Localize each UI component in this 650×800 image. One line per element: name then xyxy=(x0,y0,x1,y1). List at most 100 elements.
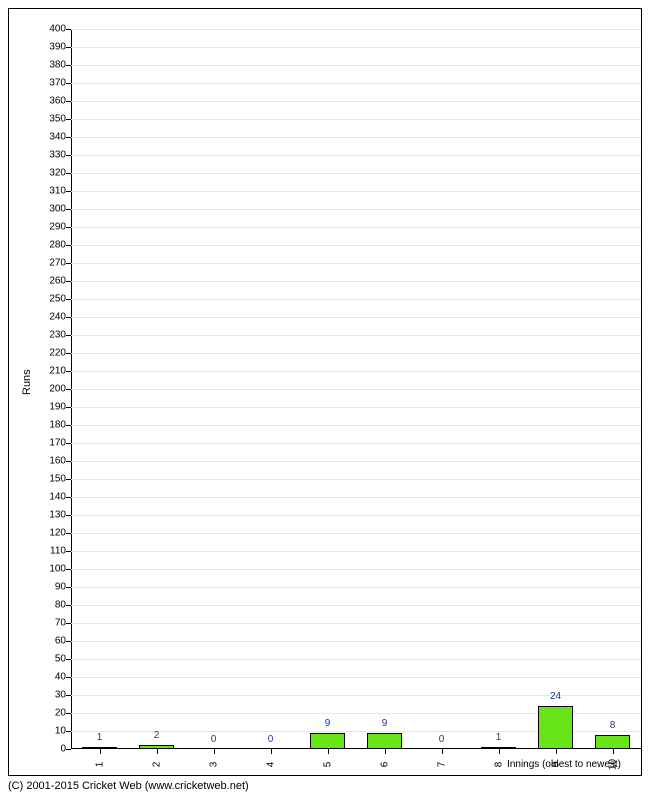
y-tick-label: 290 xyxy=(36,222,66,233)
y-tick-label: 60 xyxy=(36,636,66,647)
bar-value-label: 1 xyxy=(496,732,502,743)
x-tick xyxy=(271,749,272,754)
y-tick-label: 70 xyxy=(36,618,66,629)
y-tick-label: 190 xyxy=(36,402,66,413)
y-tick-label: 260 xyxy=(36,276,66,287)
chart-border: 1122030495960718249810 Runs Innings (old… xyxy=(8,8,642,776)
gridline xyxy=(71,191,641,192)
gridline xyxy=(71,119,641,120)
y-tick xyxy=(66,371,71,372)
bar xyxy=(367,733,401,749)
y-tick xyxy=(66,425,71,426)
gridline xyxy=(71,533,641,534)
gridline xyxy=(71,515,641,516)
gridline xyxy=(71,389,641,390)
x-tick xyxy=(442,749,443,754)
gridline xyxy=(71,335,641,336)
gridline xyxy=(71,47,641,48)
y-tick xyxy=(66,155,71,156)
y-tick xyxy=(66,479,71,480)
y-tick-label: 160 xyxy=(36,456,66,467)
y-tick-label: 250 xyxy=(36,294,66,305)
y-tick-label: 110 xyxy=(36,546,66,557)
y-tick xyxy=(66,47,71,48)
y-tick xyxy=(66,461,71,462)
y-tick xyxy=(66,677,71,678)
x-tick xyxy=(385,749,386,754)
x-tick-label: 7 xyxy=(436,762,447,768)
y-tick xyxy=(66,407,71,408)
x-tick-label: 1 xyxy=(94,762,105,768)
x-tick-label: 5 xyxy=(322,762,333,768)
gridline xyxy=(71,83,641,84)
gridline xyxy=(71,497,641,498)
gridline xyxy=(71,65,641,66)
gridline xyxy=(71,623,641,624)
y-tick-label: 150 xyxy=(36,474,66,485)
y-tick xyxy=(66,83,71,84)
y-tick xyxy=(66,713,71,714)
bar-value-label: 8 xyxy=(610,720,616,731)
y-tick-label: 200 xyxy=(36,384,66,395)
y-tick-label: 20 xyxy=(36,708,66,719)
gridline xyxy=(71,461,641,462)
bar-value-label: 9 xyxy=(382,718,388,729)
y-tick-label: 180 xyxy=(36,420,66,431)
y-tick xyxy=(66,623,71,624)
y-tick-label: 130 xyxy=(36,510,66,521)
gridline xyxy=(71,443,641,444)
gridline xyxy=(71,659,641,660)
gridline xyxy=(71,407,641,408)
x-tick xyxy=(157,749,158,754)
y-tick xyxy=(66,65,71,66)
y-tick-label: 330 xyxy=(36,150,66,161)
x-tick xyxy=(499,749,500,754)
y-tick-label: 80 xyxy=(36,600,66,611)
y-tick-label: 140 xyxy=(36,492,66,503)
gridline xyxy=(71,245,641,246)
gridline xyxy=(71,371,641,372)
y-tick-label: 340 xyxy=(36,132,66,143)
y-tick xyxy=(66,749,71,750)
bar-value-label: 0 xyxy=(439,734,445,745)
y-tick xyxy=(66,173,71,174)
y-tick-label: 310 xyxy=(36,186,66,197)
x-tick-label: 4 xyxy=(265,762,276,768)
y-tick-label: 220 xyxy=(36,348,66,359)
gridline xyxy=(71,209,641,210)
gridline xyxy=(71,479,641,480)
x-tick-label: 6 xyxy=(379,762,390,768)
x-tick-label: 3 xyxy=(208,762,219,768)
bar xyxy=(310,733,344,749)
bar xyxy=(595,735,629,749)
gridline xyxy=(71,299,641,300)
gridline xyxy=(71,263,641,264)
y-tick xyxy=(66,191,71,192)
y-tick-label: 240 xyxy=(36,312,66,323)
y-tick xyxy=(66,29,71,30)
y-tick-label: 10 xyxy=(36,726,66,737)
gridline xyxy=(71,155,641,156)
y-tick-label: 230 xyxy=(36,330,66,341)
y-tick xyxy=(66,497,71,498)
gridline xyxy=(71,641,641,642)
y-tick-label: 100 xyxy=(36,564,66,575)
bar-value-label: 9 xyxy=(325,718,331,729)
y-tick xyxy=(66,101,71,102)
gridline xyxy=(71,587,641,588)
y-tick xyxy=(66,119,71,120)
y-tick-label: 90 xyxy=(36,582,66,593)
y-tick xyxy=(66,245,71,246)
y-axis-title: Runs xyxy=(21,369,33,395)
bar-value-label: 2 xyxy=(154,730,160,741)
gridline xyxy=(71,569,641,570)
y-tick-label: 270 xyxy=(36,258,66,269)
y-tick xyxy=(66,569,71,570)
y-tick xyxy=(66,731,71,732)
y-tick xyxy=(66,281,71,282)
y-tick-label: 120 xyxy=(36,528,66,539)
y-tick xyxy=(66,353,71,354)
y-tick xyxy=(66,641,71,642)
y-tick-label: 50 xyxy=(36,654,66,665)
gridline xyxy=(71,101,641,102)
